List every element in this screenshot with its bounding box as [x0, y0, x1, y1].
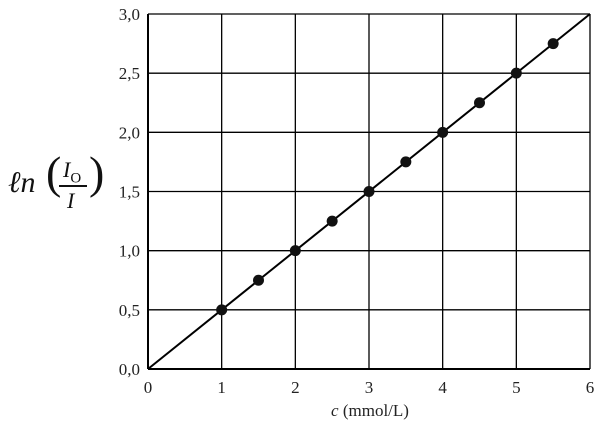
- data-point: [437, 126, 449, 138]
- tick-labels: 0 1 2 3 4 5 6 0,0 0,5 1,0 1,5 2,0 2,5 3,0: [119, 5, 595, 397]
- data-point: [253, 274, 264, 286]
- x-tick-label: 5: [512, 378, 521, 397]
- data-point: [510, 67, 522, 79]
- data-point: [326, 215, 338, 227]
- y-label-function: ℓn: [8, 166, 36, 199]
- y-tick-label: 2,5: [119, 64, 140, 83]
- x-axis-label: c (mmol/L): [331, 401, 409, 420]
- axes: [147, 14, 590, 370]
- y-axis-label: ℓn ( IO I ): [6, 147, 104, 220]
- y-tick-label: 3,0: [119, 5, 140, 24]
- data-points: [216, 38, 559, 316]
- x-tick-label: 3: [365, 378, 374, 397]
- y-tick-label: 0,0: [119, 360, 140, 379]
- data-point: [216, 304, 228, 316]
- y-tick-label: 1,5: [119, 183, 140, 202]
- y-tick-label: 0,5: [119, 301, 140, 320]
- data-point: [363, 186, 375, 197]
- x-tick-label: 1: [217, 378, 226, 397]
- x-tick-label: 0: [144, 378, 153, 397]
- y-label-numerator: IO: [63, 157, 82, 187]
- data-point: [400, 156, 412, 168]
- y-tick-label: 2,0: [119, 123, 140, 142]
- y-label-open-paren: (: [46, 147, 62, 198]
- data-point: [289, 245, 301, 257]
- data-point: [547, 38, 559, 50]
- y-label-denominator: I: [67, 188, 75, 213]
- y-label-close-paren: ): [89, 147, 105, 198]
- x-tick-label: 4: [438, 378, 447, 397]
- y-tick-label: 1,0: [119, 242, 140, 261]
- y-label-fraction-bar: [59, 185, 87, 187]
- data-point: [474, 97, 485, 109]
- x-tick-label: 6: [586, 378, 595, 397]
- x-tick-label: 2: [291, 378, 300, 397]
